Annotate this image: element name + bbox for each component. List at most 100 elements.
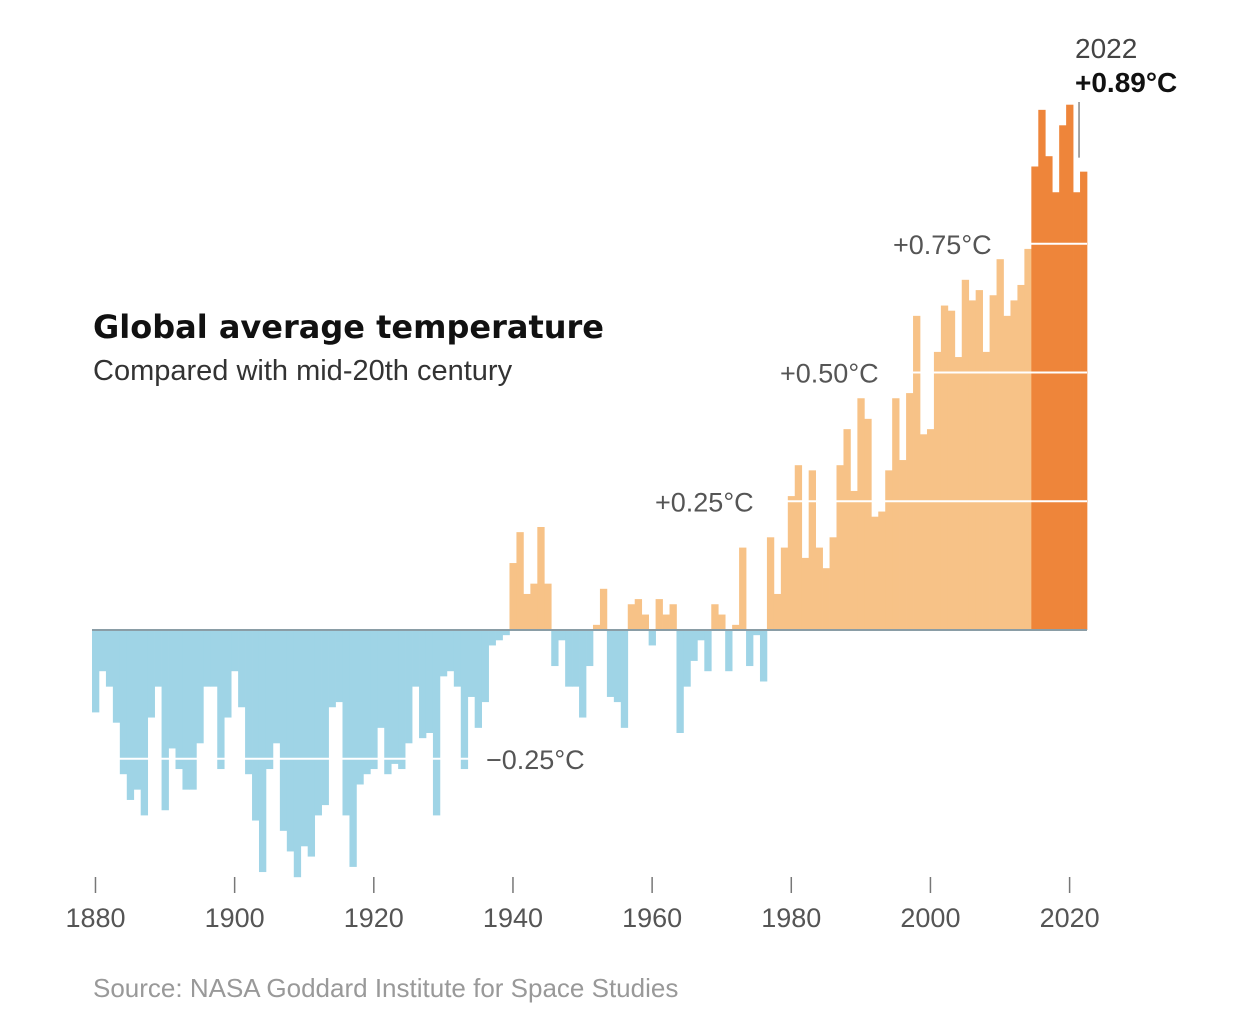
bar-1936 bbox=[481, 630, 489, 703]
bar-1929 bbox=[432, 630, 441, 816]
bar-1974 bbox=[746, 630, 754, 667]
bar-1955 bbox=[613, 630, 622, 703]
bar-2001 bbox=[933, 351, 942, 630]
bar-1923 bbox=[391, 630, 399, 764]
bar-1910 bbox=[300, 630, 309, 847]
bar-1987 bbox=[836, 465, 844, 630]
bar-1997 bbox=[906, 393, 914, 630]
bar-2018 bbox=[1052, 192, 1060, 630]
bar-2002 bbox=[940, 305, 949, 630]
bar-1954 bbox=[606, 630, 615, 697]
bar-1902 bbox=[245, 630, 253, 775]
gridline-labels: −0.25°C +0.25°C +0.50°C +0.75°C bbox=[486, 230, 992, 775]
bar-1901 bbox=[238, 630, 246, 708]
bar-1892 bbox=[175, 630, 183, 770]
bar-1888 bbox=[147, 630, 155, 718]
bar-1934 bbox=[467, 630, 476, 697]
bar-1896 bbox=[203, 630, 211, 687]
bar-1960 bbox=[648, 630, 656, 646]
bar-1975 bbox=[753, 630, 761, 636]
bar-1885 bbox=[126, 630, 135, 800]
bar-1922 bbox=[384, 630, 392, 775]
bar-1907 bbox=[279, 630, 288, 831]
bar-1953 bbox=[599, 588, 608, 630]
x-tick-label: 1920 bbox=[344, 903, 404, 933]
bar-2015 bbox=[1031, 166, 1039, 630]
bar-1880 bbox=[92, 630, 100, 713]
bar-1928 bbox=[425, 630, 434, 733]
bar-2019 bbox=[1059, 125, 1067, 631]
bar-1970 bbox=[718, 614, 726, 630]
bar-1920 bbox=[370, 630, 378, 770]
bar-2014 bbox=[1024, 248, 1032, 630]
bar-1989 bbox=[850, 490, 858, 630]
bar-1909 bbox=[293, 630, 302, 878]
bar-1944 bbox=[537, 527, 545, 630]
bar-1977 bbox=[766, 537, 775, 630]
bar-1969 bbox=[711, 604, 719, 630]
bar-1918 bbox=[356, 630, 364, 785]
x-axis: 1880 1900 1920 1940 1960 1980 2000 2020 bbox=[65, 877, 1100, 933]
bar-1986 bbox=[829, 537, 837, 630]
bar-2003 bbox=[947, 310, 956, 630]
bar-1889 bbox=[154, 630, 162, 687]
bar-1911 bbox=[307, 630, 316, 857]
bar-1897 bbox=[210, 630, 218, 687]
bar-1921 bbox=[377, 630, 385, 728]
bar-1990 bbox=[857, 398, 865, 630]
bar-2016 bbox=[1038, 109, 1046, 631]
bar-1924 bbox=[398, 630, 406, 770]
bar-1894 bbox=[189, 630, 197, 790]
bar-1946 bbox=[551, 630, 559, 667]
bar-1994 bbox=[885, 470, 893, 630]
bar-1978 bbox=[773, 593, 782, 630]
gridlines-layer bbox=[92, 242, 1087, 760]
bar-1973 bbox=[739, 547, 747, 630]
bar-1963 bbox=[669, 604, 677, 630]
bar-1976 bbox=[759, 630, 768, 682]
bar-1941 bbox=[516, 532, 524, 630]
bar-1980 bbox=[787, 496, 796, 630]
bar-2021 bbox=[1073, 192, 1081, 630]
bar-1925 bbox=[405, 630, 413, 744]
bar-1983 bbox=[808, 470, 816, 630]
bar-1979 bbox=[780, 547, 789, 630]
bar-1981 bbox=[794, 465, 803, 630]
bar-1971 bbox=[725, 630, 733, 672]
bar-1912 bbox=[314, 630, 322, 816]
x-tick-label: 2000 bbox=[900, 903, 960, 933]
bar-1926 bbox=[412, 630, 420, 687]
bar-1882 bbox=[105, 630, 114, 687]
bar-1984 bbox=[815, 547, 823, 630]
bar-1937 bbox=[488, 630, 496, 646]
bar-1945 bbox=[544, 583, 552, 630]
bar-2006 bbox=[968, 300, 977, 630]
bar-1950 bbox=[579, 630, 587, 718]
bar-1883 bbox=[112, 630, 121, 723]
bar-1951 bbox=[586, 630, 594, 667]
bar-1949 bbox=[572, 630, 580, 687]
bar-1905 bbox=[265, 630, 274, 770]
bar-1899 bbox=[224, 630, 232, 718]
bar-2011 bbox=[1003, 315, 1011, 630]
bar-1952 bbox=[592, 624, 601, 630]
gridline-label: +0.50°C bbox=[780, 359, 879, 389]
bar-1933 bbox=[460, 630, 469, 770]
bar-2012 bbox=[1010, 300, 1018, 630]
bar-1939 bbox=[502, 630, 510, 636]
gridline-label: +0.25°C bbox=[655, 487, 754, 517]
bar-1919 bbox=[363, 630, 371, 775]
bar-1938 bbox=[495, 630, 503, 641]
latest-year-label: 2022 bbox=[1075, 33, 1137, 64]
bar-1890 bbox=[161, 630, 169, 811]
bar-1932 bbox=[453, 630, 462, 687]
bar-2005 bbox=[961, 279, 970, 630]
bars-layer bbox=[92, 104, 1088, 878]
bar-1893 bbox=[182, 630, 190, 790]
bar-1930 bbox=[439, 630, 448, 677]
bar-1957 bbox=[627, 604, 636, 630]
x-tick-label: 1940 bbox=[483, 903, 543, 933]
bar-1993 bbox=[878, 511, 886, 630]
latest-value-label: +0.89°C bbox=[1075, 67, 1177, 98]
